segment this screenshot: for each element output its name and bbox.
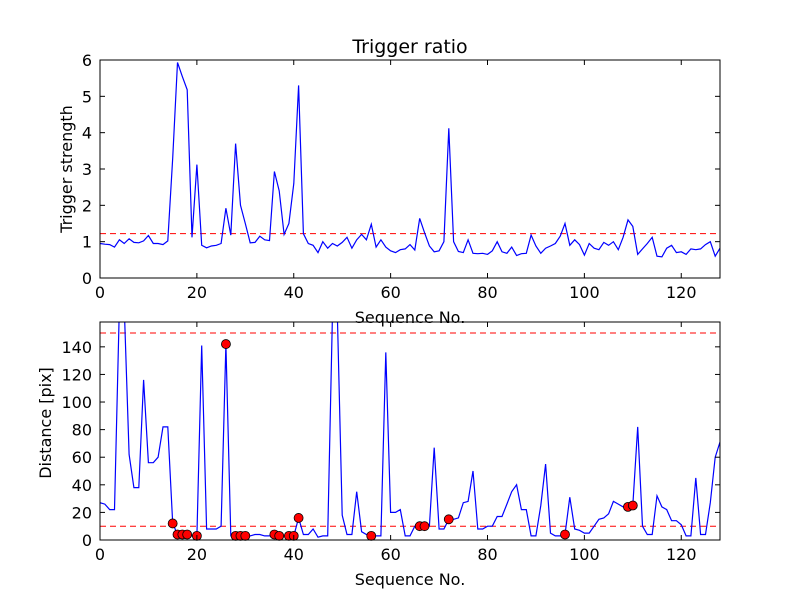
top-chart-xtick-label: 40: [284, 283, 304, 302]
bottom-chart-xtick-label: 60: [380, 545, 400, 564]
top-chart-xtick-label: 20: [187, 283, 207, 302]
bottom-chart-ytick-label: 100: [61, 393, 92, 412]
top-chart-ytick-label: 1: [82, 233, 92, 252]
top-chart-series-line: [100, 62, 720, 258]
bottom-chart-ylabel: Distance [pix]: [36, 367, 55, 479]
bottom-chart-xtick-label: 100: [569, 545, 600, 564]
bottom-chart-plot: [100, 322, 720, 541]
top-chart-xtick-label: 120: [666, 283, 697, 302]
bottom-chart-ticks: 0 20 40 60 80 100 120 0 20 40 60 80 100 120 140: [61, 322, 720, 564]
bottom-chart-xtick-label: 40: [284, 545, 304, 564]
bottom-chart-ytick-label: 20: [72, 503, 92, 522]
bottom-chart-series-line: [100, 322, 720, 538]
top-chart-xtick-label: 80: [477, 283, 497, 302]
top-chart-xtick-label: 100: [569, 283, 600, 302]
bottom-chart-marker-point: [560, 529, 570, 540]
bottom-chart-marker-point: [182, 529, 193, 540]
bottom-chart-marker-point: [443, 514, 454, 525]
bottom-chart-marker-point: [274, 530, 285, 541]
top-chart: Trigger ratio 0 20 40 60 80 100 120 0 1 2 3 4 5 6 Tri…: [57, 36, 721, 327]
bottom-chart-ytick-label: 60: [72, 448, 92, 467]
top-chart-ytick-label: 0: [82, 269, 92, 288]
bottom-chart-marker-point: [627, 500, 638, 511]
bottom-chart-ytick-label: 140: [61, 338, 92, 357]
bottom-chart-ytick-label: 120: [61, 365, 92, 384]
top-chart-xlabel: Sequence No.: [355, 308, 466, 327]
top-chart-ylabel: Trigger strength: [57, 105, 76, 234]
bottom-chart-xtick-label: 20: [187, 545, 207, 564]
bottom-chart-xtick-label: 80: [477, 545, 497, 564]
top-chart-ytick-label: 6: [82, 51, 92, 70]
top-chart-ytick-label: 5: [82, 87, 92, 106]
bottom-chart-xtick-label: 120: [666, 545, 697, 564]
bottom-chart-ytick-label: 40: [72, 476, 92, 495]
top-chart-xtick-label: 60: [380, 283, 400, 302]
bottom-chart-marker-point: [366, 530, 377, 541]
bottom-chart-xtick-label: 0: [95, 545, 105, 564]
bottom-chart-frame: [99, 321, 721, 541]
top-chart-xtick-label: 0: [95, 283, 105, 302]
top-chart-ticks: 0 20 40 60 80 100 120 0 1 2 3 4 5 6: [82, 51, 720, 302]
bottom-chart: 0 20 40 60 80 100 120 0 20 40 60 80 100 120 140 Distan…: [36, 321, 721, 589]
top-chart-ytick-label: 2: [82, 196, 92, 215]
top-chart-ytick-label: 4: [82, 124, 92, 143]
top-chart-ytick-label: 3: [82, 160, 92, 179]
top-chart-title: Trigger ratio: [351, 36, 467, 58]
bottom-chart-xlabel: Sequence No.: [355, 570, 466, 589]
bottom-chart-marker-point: [221, 339, 231, 349]
bottom-chart-ytick-label: 80: [72, 421, 92, 440]
top-chart-plot: [100, 62, 720, 258]
bottom-chart-marker-point: [240, 530, 251, 541]
bottom-chart-marker-point: [419, 521, 430, 532]
bottom-chart-marker-point: [167, 518, 178, 529]
bottom-chart-marker-point: [293, 513, 304, 523]
bottom-chart-ytick-label: 0: [82, 531, 92, 550]
